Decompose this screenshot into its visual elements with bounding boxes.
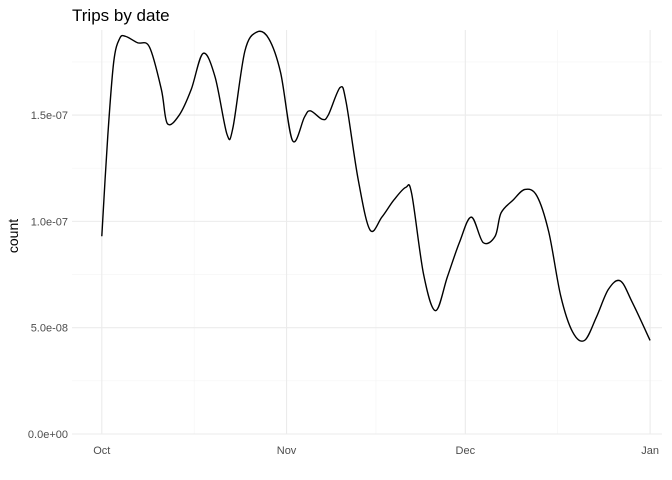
y-tick-label: 1.5e-07 — [31, 110, 68, 122]
x-tick-label: Nov — [277, 445, 297, 457]
x-tick-label: Jan — [641, 445, 659, 457]
x-tick-label: Oct — [93, 445, 110, 457]
x-tick-labels: Oct Nov Dec Jan — [93, 445, 659, 457]
x-tick-label: Dec — [456, 445, 476, 457]
trips-density-line — [101, 30, 651, 342]
chart-title: Trips by date — [72, 6, 170, 25]
y-axis-label: count — [5, 219, 21, 253]
y-tick-label: 1.0e-07 — [31, 216, 68, 228]
y-tick-label: 5.0e-08 — [31, 323, 68, 335]
minor-gridlines — [72, 30, 662, 434]
major-gridlines — [72, 30, 662, 435]
y-tick-labels: 0.0e+00 5.0e-08 1.0e-07 1.5e-07 — [28, 110, 68, 441]
y-tick-label: 0.0e+00 — [28, 429, 68, 441]
